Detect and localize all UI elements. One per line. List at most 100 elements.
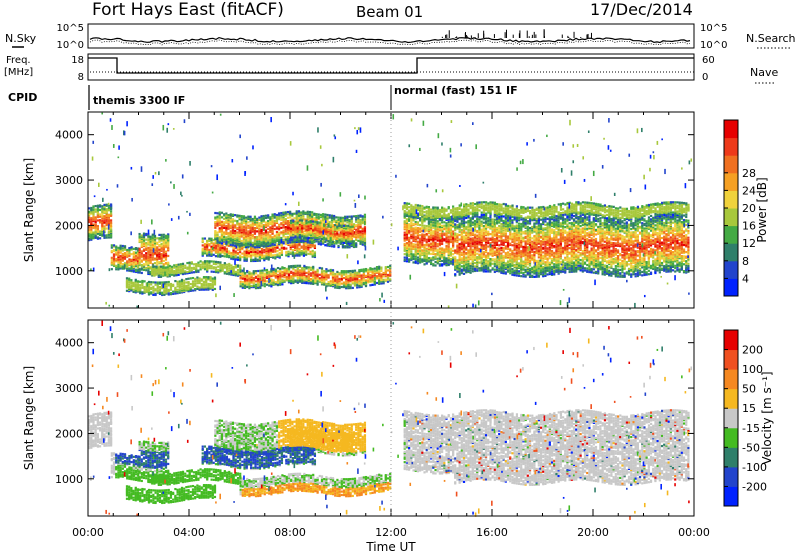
power-cell xyxy=(146,289,148,291)
power-cell xyxy=(135,257,137,259)
power-cell xyxy=(235,250,237,252)
power-cell xyxy=(156,242,158,244)
power-cell xyxy=(235,271,237,273)
power-cell xyxy=(238,244,240,246)
power-cell xyxy=(173,264,175,266)
power-cell xyxy=(241,234,243,236)
power-cell xyxy=(226,266,228,268)
power-cell xyxy=(193,271,195,273)
power-cell xyxy=(276,247,278,249)
power-cell xyxy=(197,262,199,264)
power-cell xyxy=(232,232,234,234)
power-cell xyxy=(170,289,172,291)
cpid-panel: CPID themis 3300 IF normal (fast) 151 IF xyxy=(8,84,518,110)
power-cell xyxy=(128,247,130,249)
power-cell xyxy=(215,251,217,253)
power-cell xyxy=(202,240,204,242)
power-cell xyxy=(133,251,135,253)
power-cell xyxy=(296,250,298,252)
power-cell xyxy=(294,243,296,245)
power-cell xyxy=(143,248,145,250)
power-cell xyxy=(178,264,180,266)
power-cell xyxy=(225,215,227,217)
power-cell xyxy=(130,285,132,287)
power-cell xyxy=(128,286,130,288)
power-cell xyxy=(228,267,230,269)
power-cell xyxy=(141,255,143,257)
power-cell xyxy=(158,275,160,277)
power-cell xyxy=(175,264,177,266)
power-cell xyxy=(307,253,309,255)
power-cell xyxy=(132,282,134,284)
power-cell xyxy=(163,254,165,256)
power-cell xyxy=(309,244,311,246)
power-cell xyxy=(156,273,158,275)
power-cell xyxy=(135,269,137,271)
power-cell xyxy=(147,250,149,252)
power-cell xyxy=(230,244,232,246)
power-cell xyxy=(128,255,130,257)
power-cell xyxy=(259,256,261,258)
power-cell xyxy=(97,219,99,221)
power-cell xyxy=(213,242,215,244)
power-cell xyxy=(161,245,163,247)
power-cell xyxy=(230,252,232,254)
power-cell xyxy=(145,252,147,254)
power-cell xyxy=(163,251,165,253)
power-cell xyxy=(156,266,158,268)
power-cell xyxy=(113,253,115,255)
power-cell xyxy=(137,284,139,286)
power-cell xyxy=(99,219,101,221)
power-cell xyxy=(110,222,112,224)
power-cell xyxy=(228,272,230,274)
frequency-panel: Freq. [MHz] 18 8 60 0 Nave xyxy=(4,54,778,83)
power-cell xyxy=(206,264,208,266)
power-cell xyxy=(245,229,247,231)
power-cell xyxy=(211,271,213,273)
power-cell xyxy=(239,267,241,269)
power-cell xyxy=(189,270,191,272)
power-cell xyxy=(137,280,139,282)
power-cell xyxy=(174,280,176,282)
power-cell xyxy=(241,242,243,244)
power-cell xyxy=(250,253,252,255)
power-cell xyxy=(167,272,169,274)
power-cell xyxy=(145,242,147,244)
power-cell xyxy=(245,231,247,233)
power-cell xyxy=(232,214,234,216)
power-cell xyxy=(217,247,219,249)
power-cell xyxy=(156,237,158,239)
power-cell xyxy=(111,268,113,270)
power-cell xyxy=(152,256,154,258)
power-cell xyxy=(152,281,154,283)
power-cell xyxy=(241,222,243,224)
power-cell xyxy=(141,267,143,269)
power-cell xyxy=(236,214,238,216)
power-cell xyxy=(147,239,149,241)
power-cell xyxy=(101,218,103,220)
power-cell xyxy=(161,281,163,283)
power-cell xyxy=(208,249,210,251)
power-cell xyxy=(178,274,180,276)
power-cell xyxy=(243,220,245,222)
power-cell xyxy=(165,283,167,285)
power-cell xyxy=(168,281,170,283)
power-cell xyxy=(187,284,189,286)
power-cell xyxy=(158,237,160,239)
power-cell xyxy=(243,237,245,239)
power-cell xyxy=(181,288,183,290)
power-cell xyxy=(276,250,278,252)
power-cell xyxy=(214,216,216,218)
power-cell xyxy=(159,292,161,294)
power-cell xyxy=(153,271,155,273)
cpid-label: CPID xyxy=(8,91,37,104)
power-cell xyxy=(232,242,234,244)
nave-tick-bottom: 0 xyxy=(702,72,708,83)
power-cell xyxy=(185,278,187,280)
power-cell xyxy=(95,234,97,236)
power-cell xyxy=(92,236,94,238)
power-cell xyxy=(158,255,160,257)
power-cell xyxy=(196,286,198,288)
power-cell xyxy=(204,260,206,262)
power-cell xyxy=(143,269,145,271)
